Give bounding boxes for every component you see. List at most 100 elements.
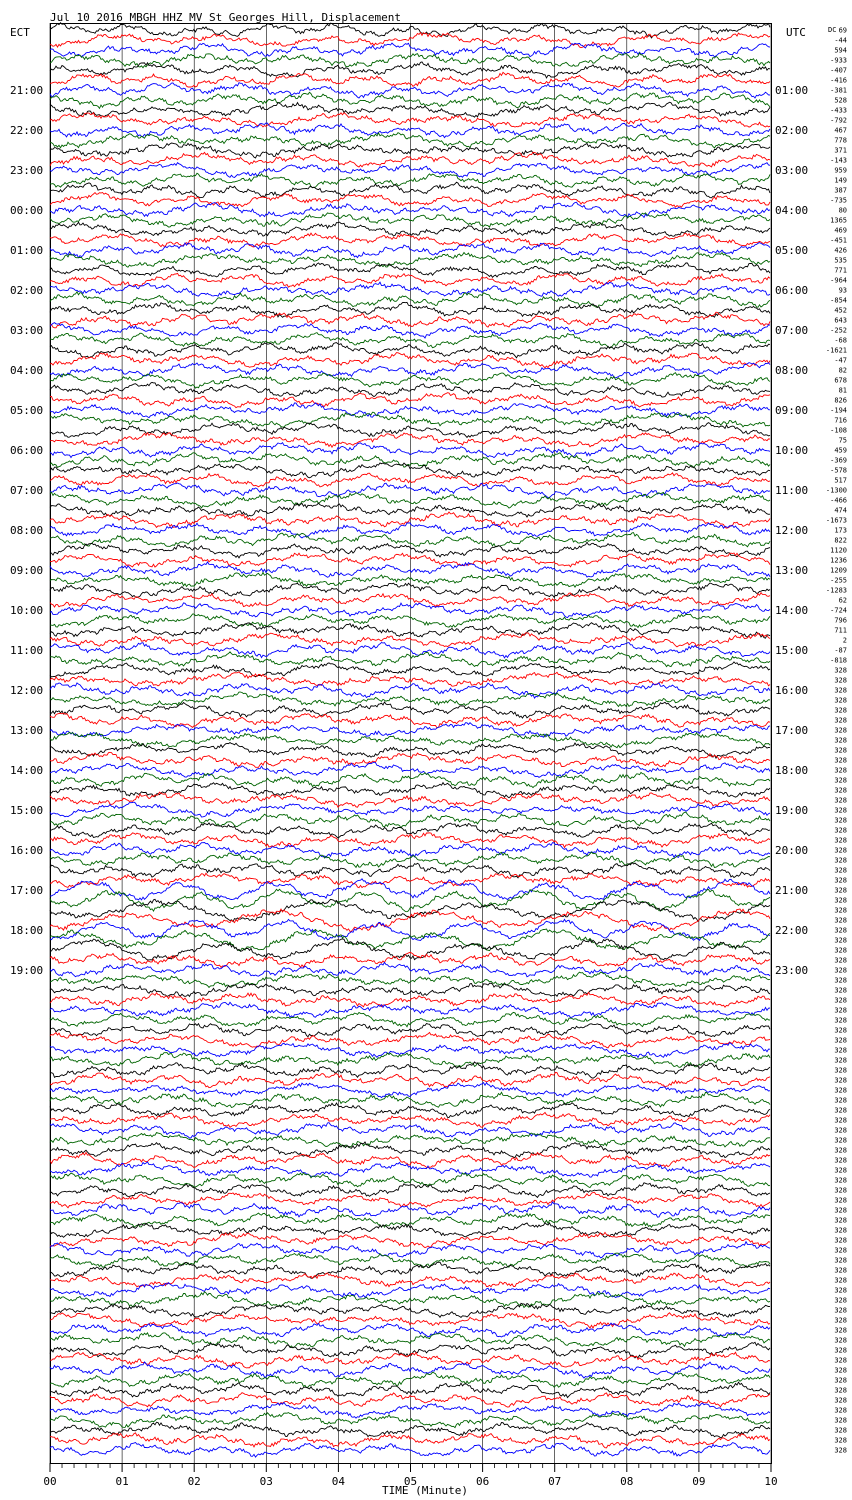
- trace-row: [49, 31, 771, 49]
- trace-row: [49, 991, 771, 1008]
- dc-offset-label: 328: [834, 867, 847, 875]
- dc-offset-label: 716: [834, 417, 847, 425]
- trace-row: [49, 1151, 771, 1169]
- trace-row: [49, 332, 771, 349]
- trace-row: [49, 522, 771, 539]
- dc-offset-label: 328: [834, 1327, 847, 1335]
- dc-offset-label: -143: [830, 157, 847, 165]
- left-timezone-label: ECT: [10, 26, 30, 39]
- dc-offset-label: 467: [834, 127, 847, 135]
- dc-offset-label: -1673: [826, 517, 847, 525]
- trace-row: [49, 842, 771, 859]
- dc-offset-label: 328: [834, 717, 847, 725]
- trace-row: [49, 591, 771, 608]
- dc-offset-label: 771: [834, 267, 847, 275]
- trace-row: [49, 1091, 771, 1109]
- dc-offset-label: -735: [830, 197, 847, 205]
- dc-offset-label: 328: [834, 1277, 847, 1285]
- trace-row: [49, 541, 771, 559]
- trace-row: [49, 362, 771, 379]
- dc-offset-label: 426: [834, 247, 847, 255]
- trace-row: [49, 1392, 771, 1408]
- right-hour-label: 21:00: [775, 884, 808, 897]
- left-hour-label: 10:00: [10, 604, 43, 617]
- trace-row: [49, 22, 771, 39]
- dc-offset-label: 328: [834, 1427, 847, 1435]
- trace-row: [49, 272, 771, 288]
- trace-row: [49, 1421, 771, 1439]
- dc-offset-label: 328: [834, 1247, 847, 1255]
- left-hour-label: 11:00: [10, 644, 43, 657]
- dc-offset-label: 328: [834, 1167, 847, 1175]
- trace-row: [49, 342, 771, 359]
- trace-row: [50, 71, 771, 88]
- dc-offset-label: 535: [834, 257, 847, 265]
- dc-offset-label: 328: [834, 1417, 847, 1425]
- dc-offset-label: 328: [834, 1137, 847, 1145]
- dc-offset-label: 328: [834, 1347, 847, 1355]
- trace-row: [49, 1122, 771, 1139]
- dc-offset-label: 328: [834, 1027, 847, 1035]
- dc-offset-label: 328: [834, 827, 847, 835]
- dc-offset-label: 328: [834, 1237, 847, 1245]
- dc-offset-label: 328: [834, 1067, 847, 1075]
- x-axis: 00 01 02 03 04 05 06 07 08 09 10: [43, 1463, 778, 1488]
- right-hour-label: 13:00: [775, 564, 808, 577]
- dc-offset-label: -194: [830, 407, 847, 415]
- trace-row: [49, 502, 771, 518]
- trace-row: [49, 951, 771, 969]
- trace-row: [49, 1312, 771, 1329]
- right-hour-label: 02:00: [775, 124, 808, 137]
- right-hour-label: 22:00: [775, 924, 808, 937]
- dc-offset-label: 328: [834, 1007, 847, 1015]
- dc-offset-label: -47: [834, 357, 847, 365]
- trace-row: [49, 712, 771, 729]
- trace-row: [49, 91, 771, 110]
- x-axis-label: TIME (Minute): [382, 1484, 468, 1497]
- x-tick-label: 03: [260, 1475, 273, 1488]
- trace-row: [49, 191, 771, 208]
- dc-offset-label: 328: [834, 1317, 847, 1325]
- right-hour-label: 16:00: [775, 684, 808, 697]
- dc-offset-label: 80: [839, 207, 847, 215]
- left-hour-label: 16:00: [10, 844, 43, 857]
- dc-offset-label: 387: [834, 187, 847, 195]
- trace-row: [49, 1141, 771, 1159]
- dc-offset-label: 328: [834, 1097, 847, 1105]
- dc-offset-label: 328: [834, 807, 847, 815]
- dc-offset-label: 778: [834, 137, 847, 145]
- trace-row: [50, 1432, 771, 1449]
- dc-offset-label: 328: [834, 1057, 847, 1065]
- trace-row: [49, 801, 771, 818]
- right-hour-label: 17:00: [775, 724, 808, 737]
- trace-row: [49, 1291, 771, 1309]
- right-hour-label: 12:00: [775, 524, 808, 537]
- trace-row: [49, 82, 771, 99]
- left-hour-label: 22:00: [10, 124, 43, 137]
- trace-row: [49, 822, 771, 839]
- trace-row: [49, 682, 771, 699]
- dc-offset-label: 711: [834, 627, 847, 635]
- trace-row: [49, 1172, 771, 1189]
- right-hour-label: 23:00: [775, 964, 808, 977]
- trace-row: [49, 372, 771, 389]
- dc-offset-label: 328: [834, 1337, 847, 1345]
- trace-row: [49, 1381, 771, 1399]
- trace-row: [49, 861, 771, 879]
- dc-offset-label: 328: [834, 1357, 847, 1365]
- trace-row: [49, 472, 771, 488]
- trace-row: [49, 1161, 771, 1178]
- dc-offset-label: 328: [834, 1217, 847, 1225]
- trace-row: [49, 122, 771, 139]
- trace-row: [49, 811, 771, 829]
- trace-row: [49, 1231, 771, 1249]
- dc-offset-label: 328: [834, 1087, 847, 1095]
- trace-row: [49, 42, 771, 58]
- dc-offset-label: 149: [834, 177, 847, 185]
- trace-row: [49, 602, 771, 619]
- left-hour-label: 15:00: [10, 804, 43, 817]
- dc-offset-label: -255: [830, 577, 847, 585]
- dc-offset-label: 328: [834, 947, 847, 955]
- x-tick-label: 00: [43, 1475, 56, 1488]
- dc-offset-label: 328: [834, 927, 847, 935]
